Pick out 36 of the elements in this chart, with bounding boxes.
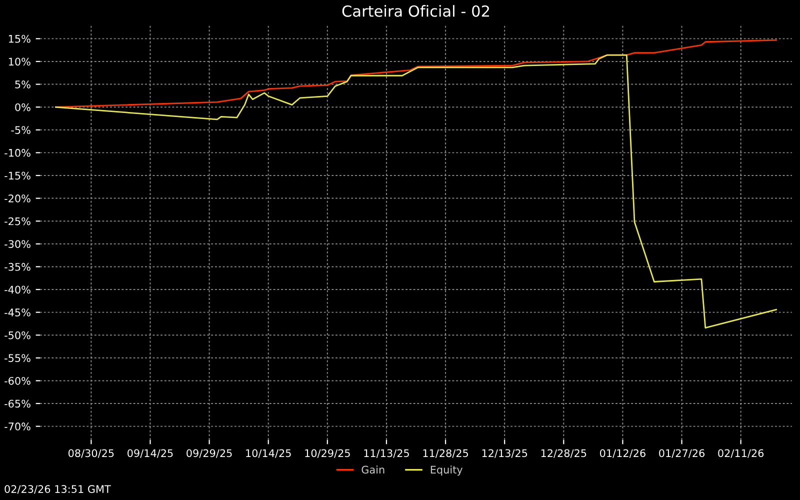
y-tick-label: -20% (4, 194, 30, 202)
y-tick-label: -65% (4, 400, 30, 408)
x-tick-label: 09/14/25 (128, 449, 173, 458)
y-tick-label: -30% (4, 240, 30, 248)
x-tick-label: 08/30/25 (68, 449, 114, 458)
y-tick-label: 15% (8, 34, 30, 43)
y-tick-label: -35% (4, 262, 30, 271)
x-tick-label: 01/27/26 (659, 449, 704, 458)
y-tick-label: 0% (15, 103, 30, 112)
x-tick-label: 11/13/25 (364, 449, 409, 458)
y-tick-label: -55% (4, 354, 30, 362)
x-tick-label: 11/28/25 (423, 449, 468, 458)
y-tick-label: -50% (4, 331, 30, 340)
y-tick-label: -45% (4, 308, 30, 316)
legend-label: Gain (362, 466, 384, 474)
x-tick-label: 02/11/26 (718, 449, 764, 458)
y-tick-label: -10% (4, 148, 30, 157)
x-tick-label: 09/29/25 (186, 449, 232, 458)
y-tick-label: 5% (15, 80, 30, 88)
x-tick-label: 12/13/25 (482, 449, 528, 458)
line-series (55, 39, 777, 108)
y-tick-label: -5% (11, 126, 30, 134)
line-series (55, 54, 777, 329)
y-tick-label: -60% (4, 376, 30, 385)
y-tick-label: -40% (4, 286, 30, 294)
text: 02/23/26 13:51 GMT (4, 485, 111, 494)
y-tick-label: 10% (8, 58, 30, 66)
x-tick-label: 12/28/25 (541, 449, 586, 458)
x-tick-label: 10/14/25 (246, 449, 291, 458)
y-tick-label: -25% (4, 217, 30, 226)
x-tick-label: 10/29/25 (305, 449, 350, 458)
x-tick-label: 01/12/26 (600, 449, 646, 458)
y-tick-label: -15% (4, 172, 30, 180)
chart-title: Carteira Oficial - 02 (342, 5, 489, 17)
y-tick-label: -70% (4, 422, 30, 430)
legend-label: Equity (430, 466, 463, 476)
